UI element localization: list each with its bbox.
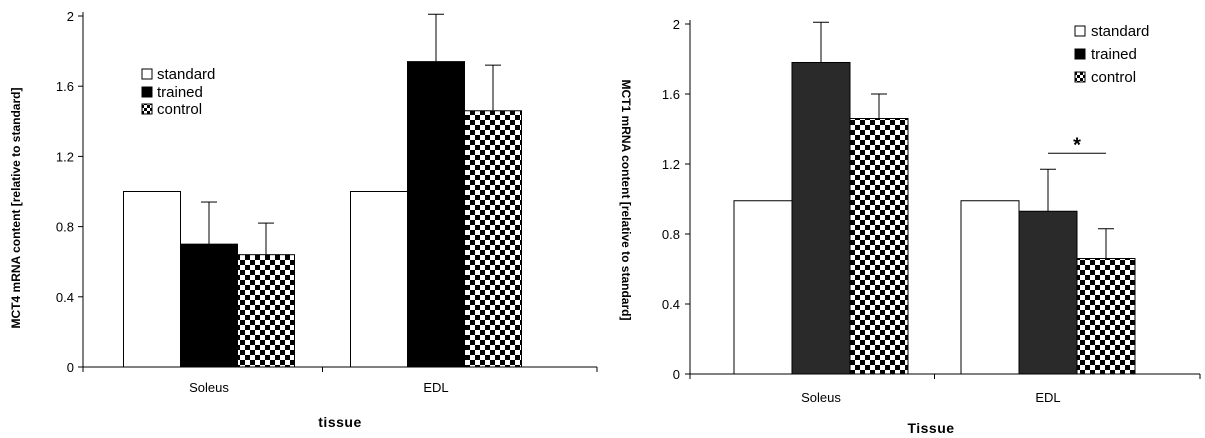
right-y-axis-label: MCT1 mRNA content [relative to standard] [619,80,633,321]
left-legend-swatch-control [141,103,153,115]
right-bar-standard-edl [960,200,1020,375]
right-axes: 0 0.4 0.8 1.2 1.6 2 Soleus EDL [662,17,1201,405]
left-bar-trained-soleus [180,243,238,368]
left-y-tick-label: 0.4 [56,290,74,305]
left-y-axis-label: MCT4 mRNA content [relative to standard] [9,88,23,329]
left-y-tick-label: 0 [67,360,74,375]
right-legend-swatch-control [1074,71,1086,83]
left-x-category-label: EDL [423,380,448,395]
left-y-tick-label: 0.8 [56,220,74,235]
right-legend-swatch-trained [1074,48,1086,60]
right-y-tick-label: 1.2 [662,157,680,172]
left-bars: * [123,13,522,368]
left-legend-label-standard: standard [157,66,215,83]
left-bar-control-soleus [237,254,295,368]
right-significance-star: * [1073,134,1081,156]
left-bar-standard-soleus [123,191,181,368]
right-y-tick-label: 0 [673,367,680,382]
left-legend: standard trained control [141,66,215,118]
left-legend-swatch-trained [141,86,153,98]
right-legend-label-control: control [1091,69,1136,86]
left-legend-label-trained: trained [157,84,203,101]
left-bar-trained-edl [407,61,465,368]
left-y-tick-label: 1.6 [56,79,74,94]
left-y-tick-label: 2 [67,9,74,24]
right-y-tick-label: 2 [673,17,680,32]
right-bar-standard-soleus [733,200,793,375]
right-chart: MCT1 mRNA content [relative to standard]… [619,17,1201,436]
right-y-tick-label: 0.4 [662,297,680,312]
left-bar-standard-edl [350,191,408,368]
right-bar-trained-soleus [791,62,851,375]
left-y-tick-label: 1.2 [56,149,74,164]
left-bar-control-edl [464,110,522,368]
right-legend-label-trained: trained [1091,46,1137,63]
right-legend-swatch-standard [1074,25,1086,37]
left-legend-label-control: control [157,101,202,118]
right-y-tick-label: 0.8 [662,227,680,242]
right-bar-control-soleus [849,118,909,375]
right-legend-label-standard: standard [1091,23,1149,40]
left-legend-swatch-standard [141,68,153,80]
left-chart: MCT4 mRNA content [relative to standard]… [9,9,598,430]
left-x-axis-label: tissue [318,414,361,430]
right-bar-control-edl [1076,258,1136,375]
right-x-category-label: Soleus [801,390,841,405]
right-x-category-label: EDL [1035,390,1060,405]
right-y-tick-label: 1.6 [662,87,680,102]
left-x-category-label: Soleus [189,380,229,395]
right-legend: standard trained control [1074,23,1149,86]
right-bar-trained-edl [1018,210,1078,375]
right-x-axis-label: Tissue [907,420,954,436]
right-bars: * [733,21,1136,375]
